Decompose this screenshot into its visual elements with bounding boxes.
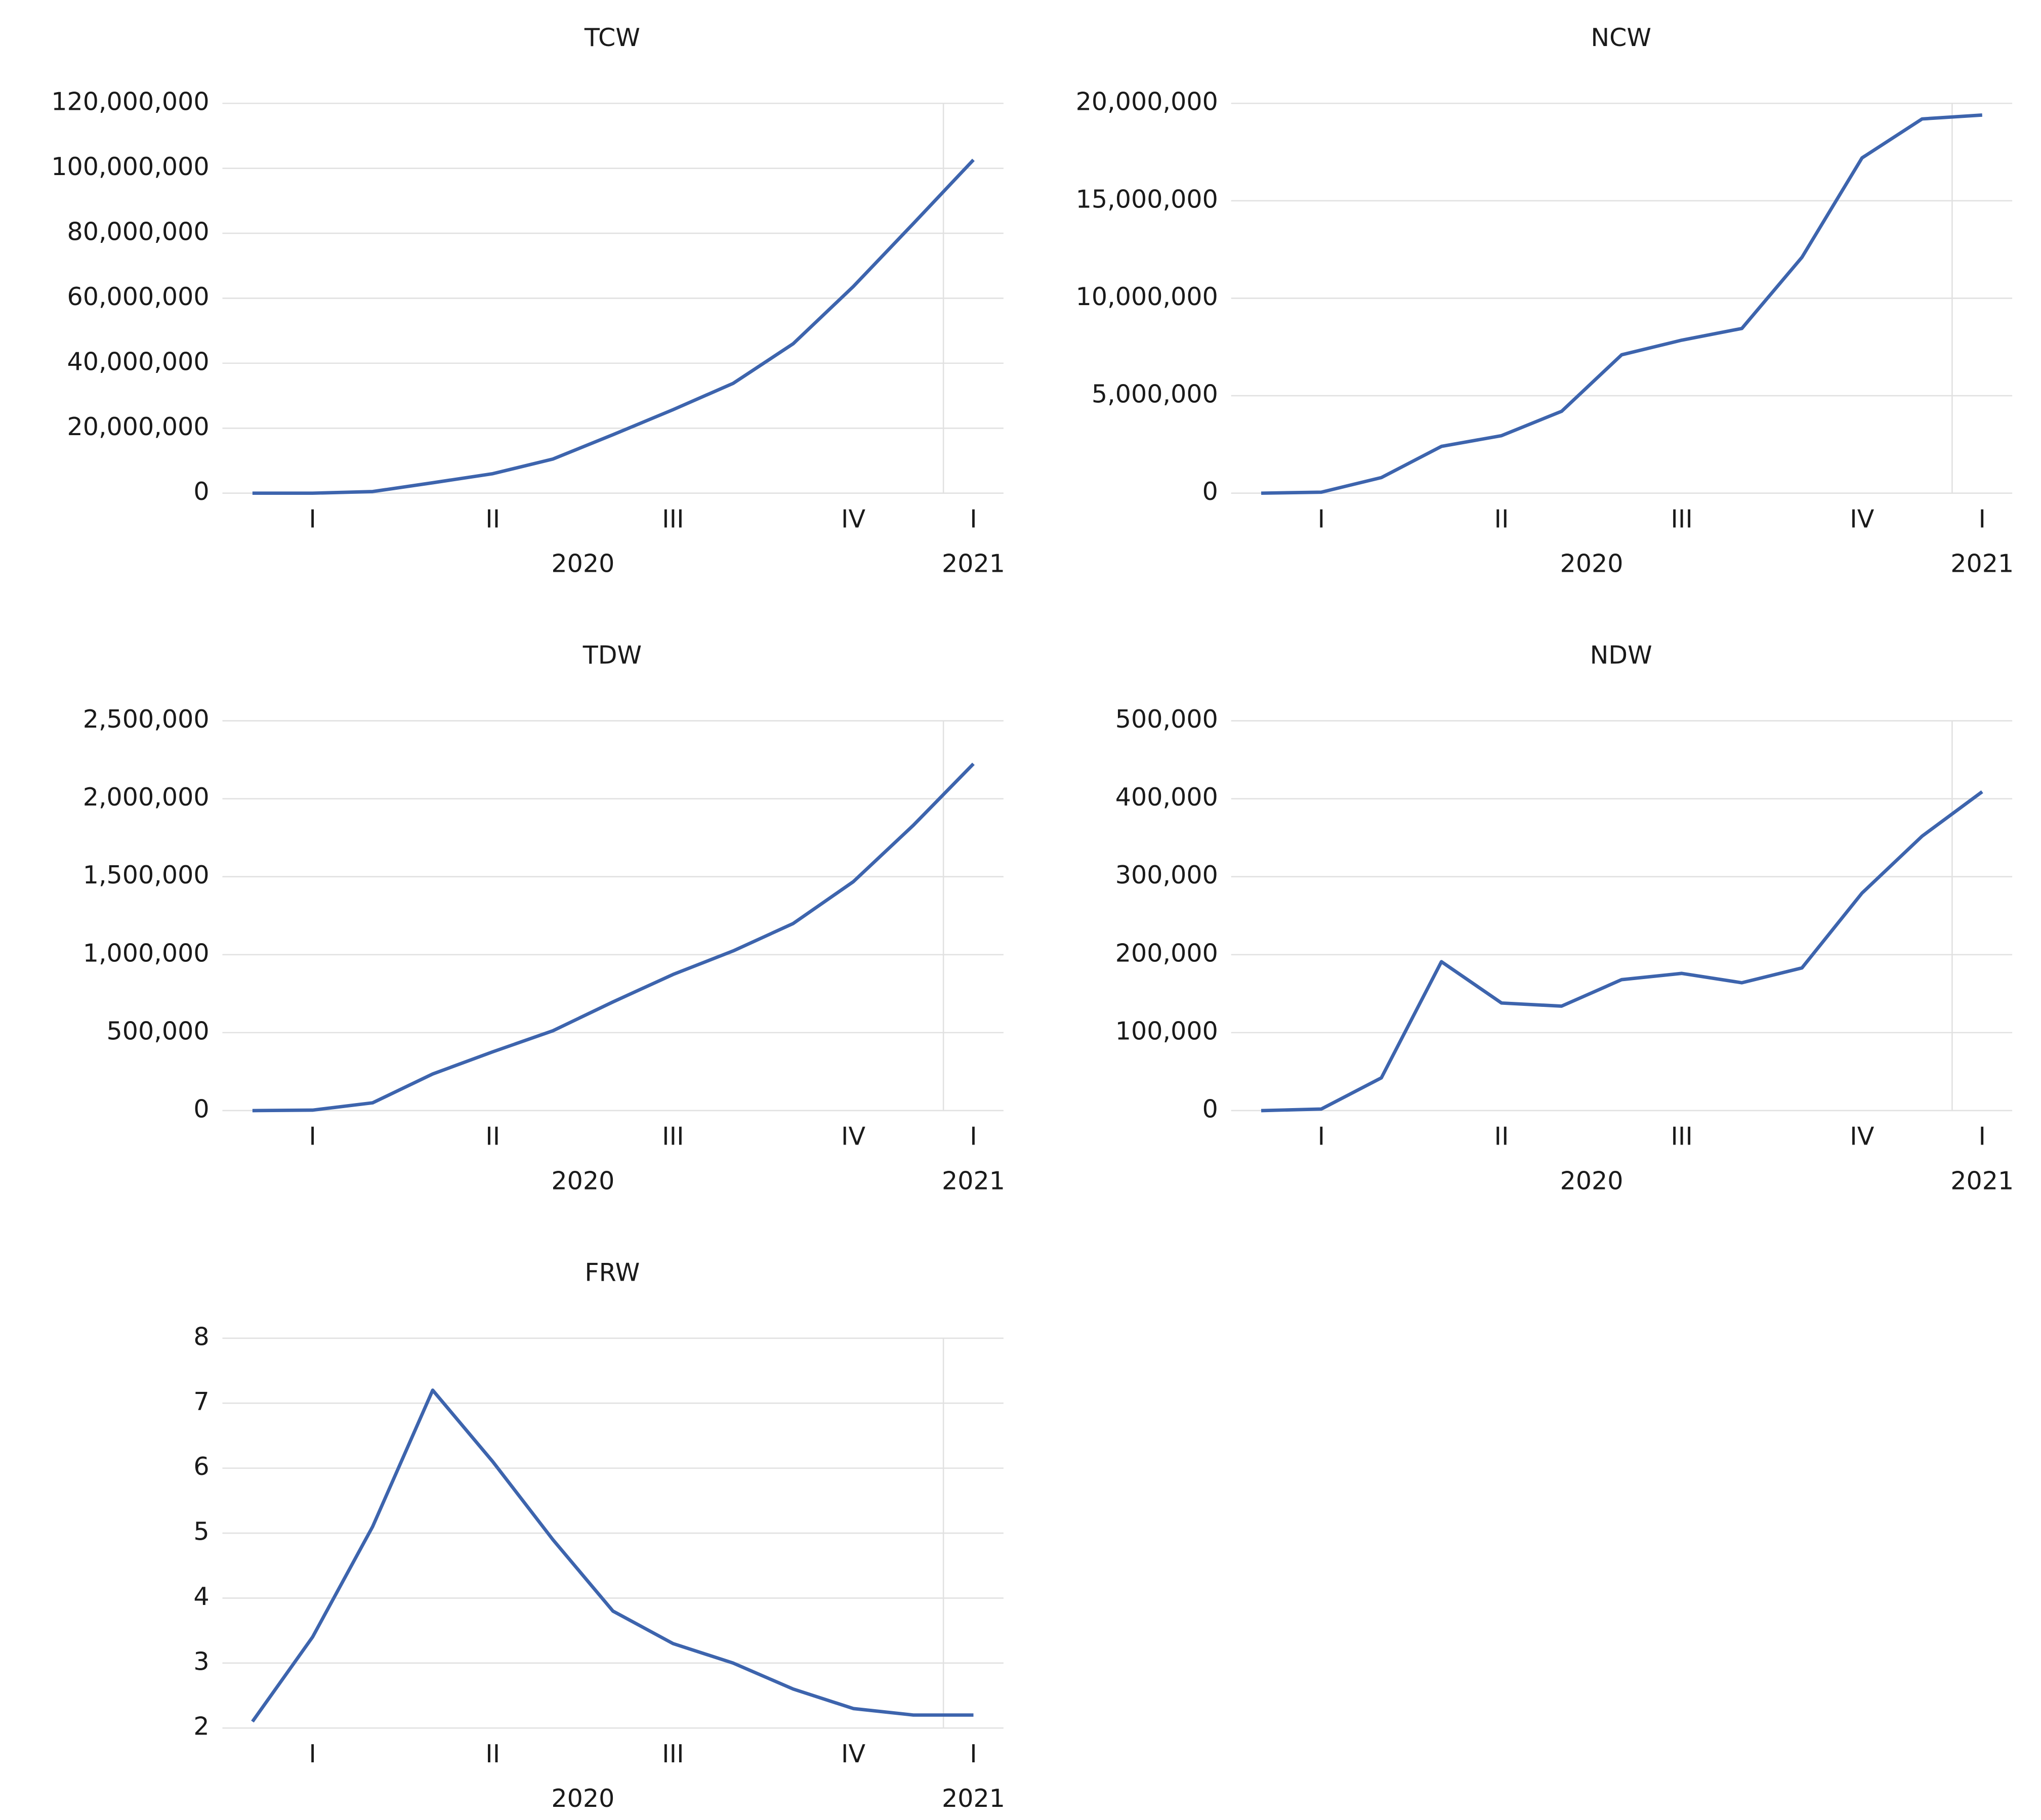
x-tick-label: III — [1671, 1122, 1692, 1151]
y-tick-label: 80,000,000 — [67, 217, 209, 246]
y-tick-label: 7 — [193, 1387, 209, 1416]
y-tick-label: 6 — [193, 1452, 209, 1481]
y-tick-label: 0 — [193, 477, 209, 506]
y-tick-label: 0 — [1202, 477, 1218, 506]
y-tick-label: 5 — [193, 1517, 209, 1546]
y-tick-label: 0 — [1202, 1094, 1218, 1123]
x-tick-label: I — [970, 1739, 977, 1768]
x-tick-label: III — [662, 1739, 684, 1768]
line-series — [251, 1388, 974, 1723]
x-tick-label: IV — [1850, 504, 1874, 533]
line-series — [252, 763, 975, 1113]
y-tick-label: 2,000,000 — [83, 782, 210, 812]
x-group-label: 2021 — [1950, 548, 2014, 578]
line-series — [1261, 113, 1982, 495]
chart-panel: NCW 0 5,000,000 10,000,000 15,000,000 20,000,… — [1076, 23, 2014, 578]
x-tick-label: I — [1979, 1122, 1986, 1151]
y-tick-label: 200,000 — [1115, 938, 1218, 967]
line-series — [252, 158, 975, 495]
x-group-label: 2020 — [551, 1784, 614, 1813]
x-group-label: 2021 — [942, 1784, 1005, 1813]
chart-title: FRW — [585, 1258, 640, 1287]
y-tick-label: 60,000,000 — [67, 282, 209, 311]
x-tick-label: I — [309, 1739, 316, 1768]
x-tick-label: I — [1979, 504, 1986, 533]
y-tick-label: 1,500,000 — [83, 860, 210, 890]
x-tick-label: II — [1494, 1122, 1509, 1151]
chart-title: NDW — [1590, 640, 1652, 669]
line-series — [1261, 790, 1983, 1113]
x-tick-label: IV — [841, 1122, 865, 1151]
x-group-label: 2021 — [942, 548, 1005, 578]
y-tick-label: 10,000,000 — [1076, 282, 1218, 311]
x-tick-label: I — [970, 1122, 977, 1151]
y-tick-label: 40,000,000 — [67, 347, 209, 376]
y-tick-label: 300,000 — [1115, 860, 1218, 890]
x-tick-label: IV — [1850, 1122, 1874, 1151]
y-tick-label: 0 — [193, 1094, 209, 1123]
x-group-label: 2021 — [942, 1166, 1005, 1196]
x-tick-label: I — [309, 504, 316, 533]
x-tick-label: I — [970, 504, 977, 533]
x-group-label: 2020 — [1560, 548, 1623, 578]
y-tick-label: 400,000 — [1115, 782, 1218, 812]
x-group-label: 2020 — [551, 548, 614, 578]
chart-panel: TDW 0 500,000 1,000,000 1,500,000 2,000,000 2,… — [83, 640, 1005, 1195]
y-tick-label: 15,000,000 — [1076, 184, 1218, 214]
y-tick-label: 500,000 — [1115, 704, 1218, 734]
x-tick-label: III — [662, 504, 684, 533]
y-tick-label: 2,500,000 — [83, 704, 210, 734]
x-group-label: 2020 — [551, 1166, 614, 1196]
y-tick-label: 100,000,000 — [51, 152, 209, 181]
x-tick-label: II — [485, 504, 500, 533]
x-tick-label: I — [1318, 504, 1325, 533]
x-tick-label: II — [485, 1122, 500, 1151]
chart-title: TDW — [582, 640, 642, 669]
y-tick-label: 1,000,000 — [83, 938, 210, 967]
y-tick-label: 3 — [193, 1646, 209, 1676]
x-tick-label: III — [662, 1122, 684, 1151]
x-tick-label: IV — [841, 1739, 865, 1768]
y-tick-label: 8 — [193, 1322, 209, 1351]
y-tick-label: 100,000 — [1115, 1016, 1218, 1045]
x-group-label: 2021 — [1950, 1166, 2014, 1196]
y-tick-label: 5,000,000 — [1092, 379, 1218, 409]
x-tick-label: II — [485, 1739, 500, 1768]
x-group-label: 2020 — [1560, 1166, 1623, 1196]
y-tick-label: 500,000 — [107, 1016, 210, 1045]
x-tick-label: II — [1494, 504, 1509, 533]
chart-title: TCW — [584, 23, 640, 52]
x-tick-label: I — [1318, 1122, 1325, 1151]
y-tick-label: 4 — [193, 1582, 209, 1611]
chart-title: NCW — [1591, 23, 1651, 52]
y-tick-label: 20,000,000 — [67, 412, 209, 441]
x-tick-label: IV — [841, 504, 865, 533]
y-tick-label: 2 — [193, 1712, 209, 1741]
y-tick-label: 120,000,000 — [51, 87, 209, 116]
y-tick-label: 20,000,000 — [1076, 87, 1218, 116]
chart-panel: NDW 0 100,000 200,000 300,000 400,000 500,000 I… — [1115, 640, 2014, 1195]
chart-panel: TCW 0 20,000,000 40,000,000 60,000,000 80,000… — [51, 23, 1005, 578]
x-tick-label: I — [309, 1122, 316, 1151]
x-tick-label: III — [1671, 504, 1692, 533]
